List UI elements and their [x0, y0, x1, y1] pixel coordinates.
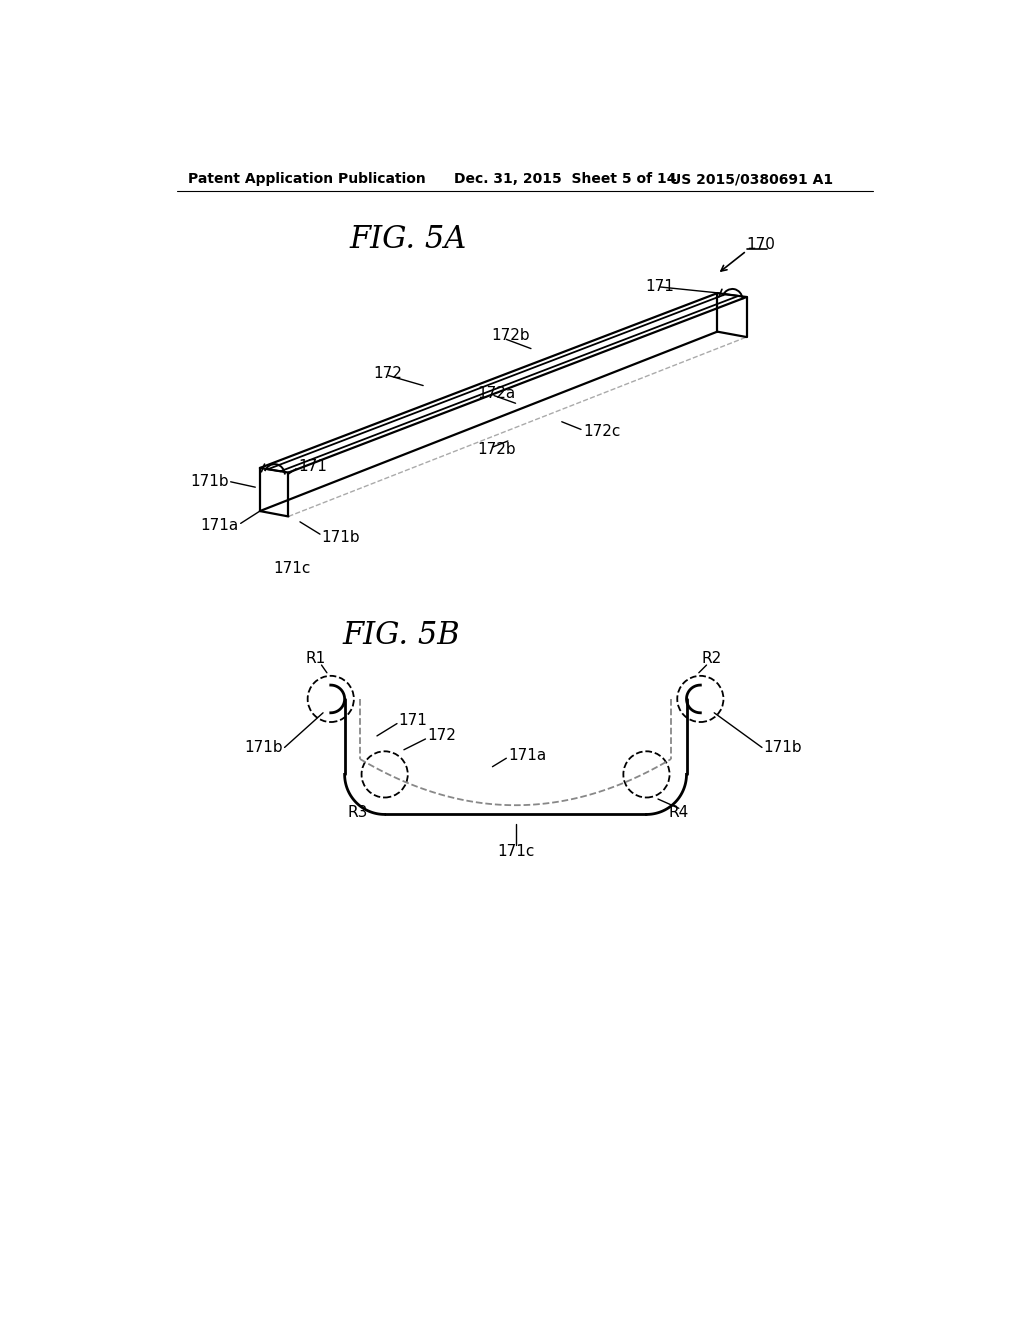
Text: 172b: 172b [477, 442, 516, 457]
Text: Dec. 31, 2015  Sheet 5 of 14: Dec. 31, 2015 Sheet 5 of 14 [454, 172, 677, 186]
Text: 172: 172 [427, 729, 456, 743]
Text: 171b: 171b [245, 741, 283, 755]
Text: US 2015/0380691 A1: US 2015/0380691 A1 [670, 172, 833, 186]
Text: R1: R1 [305, 651, 326, 667]
Text: 172b: 172b [490, 327, 529, 343]
Text: 172a: 172a [477, 385, 515, 401]
Text: 171c: 171c [497, 843, 535, 859]
Text: 171a: 171a [508, 747, 546, 763]
Text: R4: R4 [669, 805, 689, 821]
Text: 171b: 171b [764, 741, 802, 755]
Text: R3: R3 [347, 805, 368, 821]
Text: 172c: 172c [584, 424, 621, 440]
Text: 171b: 171b [322, 529, 360, 545]
Text: 171b: 171b [190, 474, 229, 490]
Text: 171: 171 [645, 280, 674, 294]
Text: 171a: 171a [200, 519, 239, 533]
Text: 172: 172 [373, 367, 402, 381]
Text: Patent Application Publication: Patent Application Publication [188, 172, 426, 186]
Text: FIG. 5B: FIG. 5B [343, 620, 461, 651]
Text: R2: R2 [701, 651, 722, 667]
Text: 171: 171 [298, 459, 328, 474]
Text: 170: 170 [746, 238, 775, 252]
Text: FIG. 5A: FIG. 5A [349, 224, 466, 255]
Text: 171c: 171c [273, 561, 311, 576]
Text: 171: 171 [398, 713, 427, 729]
